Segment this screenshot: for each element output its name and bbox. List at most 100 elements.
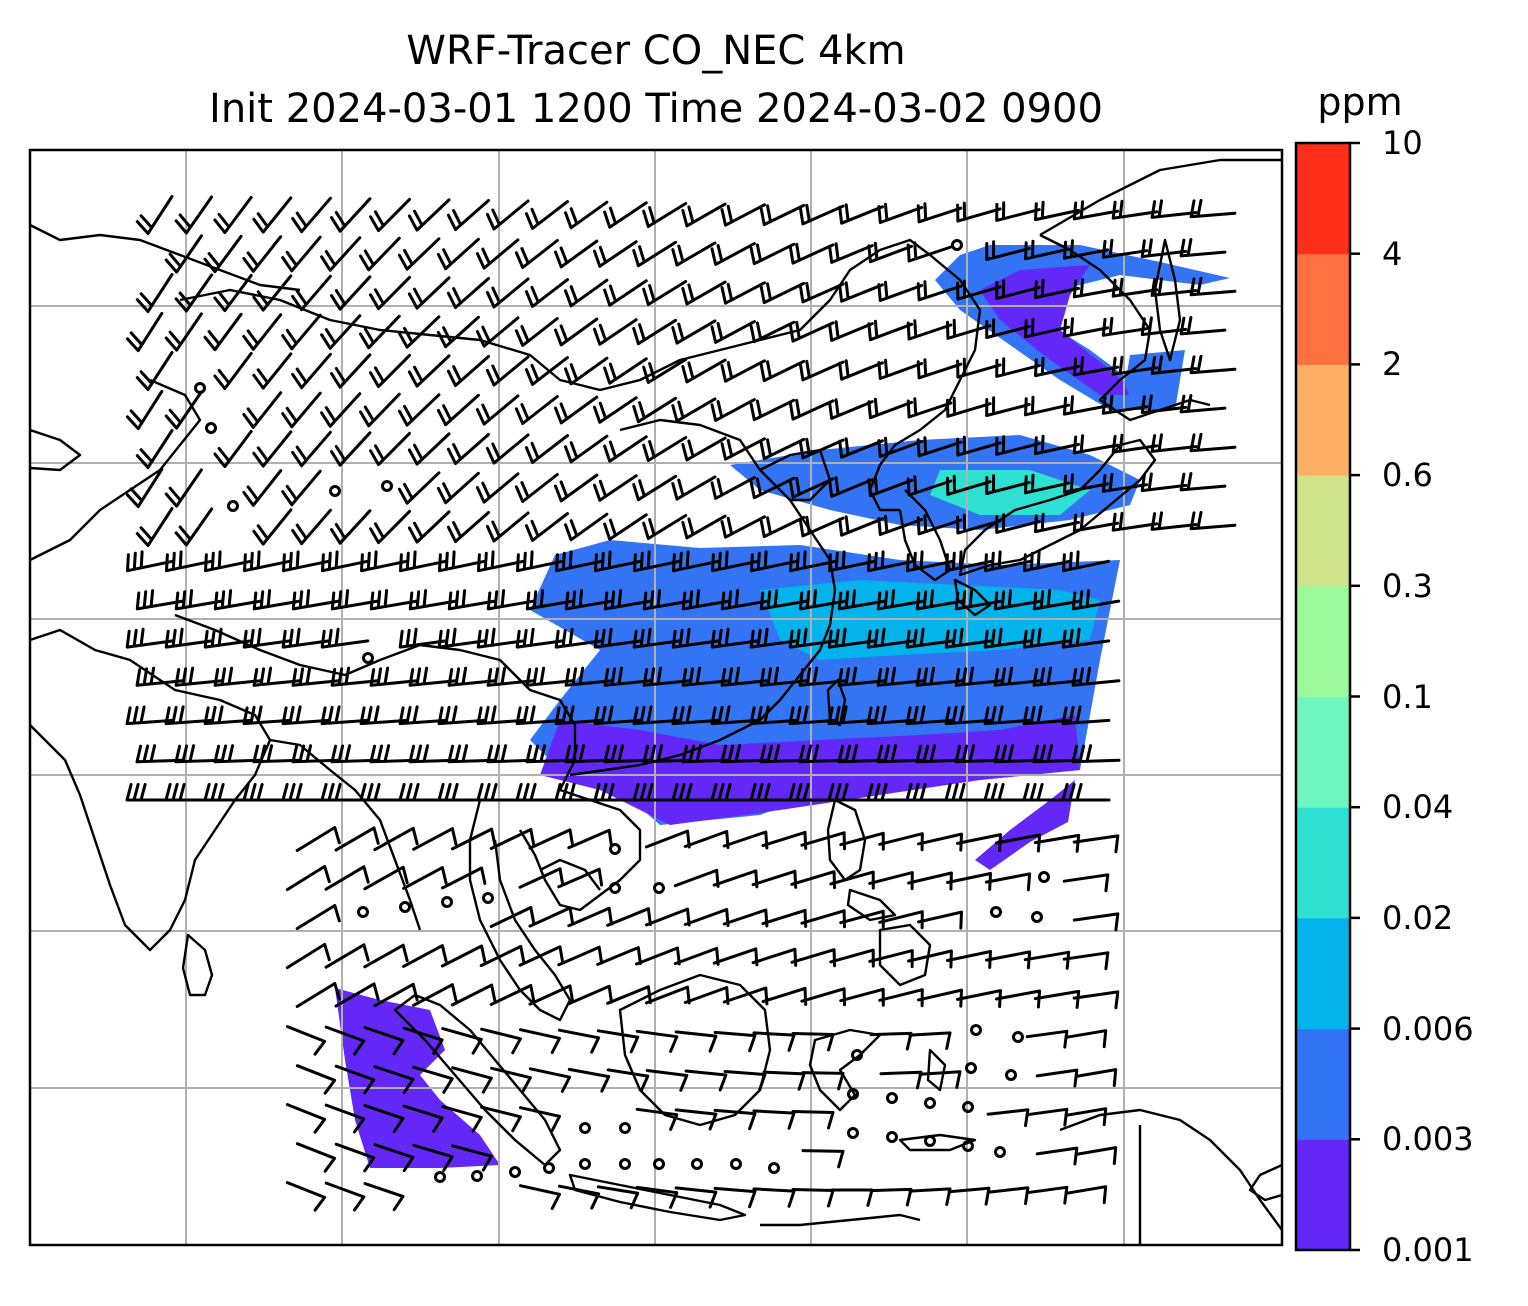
wind-barb bbox=[242, 705, 292, 726]
wind-barb bbox=[593, 627, 643, 649]
wind-barb bbox=[993, 744, 1043, 764]
wind-barb bbox=[829, 870, 875, 890]
wind-barb bbox=[632, 627, 682, 649]
wind-barb bbox=[125, 783, 175, 802]
wind-barb bbox=[291, 196, 332, 234]
colorbar-segment bbox=[1296, 1139, 1350, 1251]
wind-barb bbox=[1072, 356, 1120, 377]
wind-barb bbox=[1072, 990, 1120, 1010]
wind-barb bbox=[798, 744, 848, 764]
wind-barb bbox=[674, 1030, 718, 1053]
wind-barb bbox=[475, 316, 520, 348]
wind-barb bbox=[125, 467, 164, 509]
wind-barb bbox=[710, 627, 760, 649]
wind-barb bbox=[1179, 394, 1227, 414]
wind-barb bbox=[683, 908, 730, 927]
wind-barb bbox=[829, 948, 875, 968]
wind-barb bbox=[557, 945, 604, 967]
wind-barb bbox=[917, 988, 963, 1008]
wind-barb bbox=[446, 355, 490, 387]
wind-barb bbox=[252, 666, 302, 687]
wind-barb bbox=[749, 705, 799, 726]
wind-barb bbox=[827, 627, 877, 649]
wind-barb bbox=[632, 783, 682, 802]
wind-barb bbox=[285, 1181, 327, 1212]
wind-barb bbox=[412, 1143, 454, 1172]
wind-barb bbox=[944, 705, 994, 726]
wind-barb bbox=[213, 273, 253, 313]
wind-barb bbox=[868, 871, 914, 891]
wind-barb bbox=[916, 358, 963, 380]
wind-barb bbox=[242, 391, 283, 429]
wind-barb bbox=[1022, 627, 1072, 649]
calm-marker bbox=[847, 1088, 859, 1100]
wind-barb bbox=[828, 550, 876, 573]
wind-barb bbox=[363, 943, 409, 969]
wind-barb bbox=[750, 550, 798, 573]
wind-barb bbox=[1140, 472, 1188, 493]
calm-marker bbox=[329, 485, 341, 497]
wind-barb bbox=[252, 274, 293, 312]
calm-marker bbox=[441, 896, 453, 908]
coast-new-guinea bbox=[1059, 1108, 1282, 1231]
wind-barb bbox=[407, 198, 451, 232]
wind-barb bbox=[514, 395, 559, 425]
wind-barb bbox=[906, 550, 954, 573]
wind-barb bbox=[369, 353, 411, 389]
wind-barb bbox=[135, 744, 185, 764]
wind-barb bbox=[1062, 550, 1110, 573]
calm-marker bbox=[962, 1101, 974, 1113]
coast-indochina bbox=[459, 648, 642, 912]
wind-barb bbox=[1150, 277, 1198, 297]
calm-marker bbox=[962, 1140, 974, 1152]
wind-barb bbox=[633, 550, 681, 573]
wind-barb bbox=[1189, 432, 1237, 453]
wind-barb bbox=[515, 783, 565, 802]
wind-barb bbox=[490, 1066, 532, 1094]
wind-barb bbox=[790, 948, 836, 968]
wind-barb bbox=[683, 830, 730, 849]
wind-barb bbox=[877, 436, 924, 458]
wind-barb bbox=[373, 826, 419, 852]
wind-barb bbox=[320, 392, 362, 428]
coast-sri-lanka bbox=[181, 933, 214, 997]
wind-barb bbox=[684, 1069, 728, 1092]
wind-barb bbox=[281, 627, 331, 649]
wind-barb bbox=[1150, 199, 1198, 219]
wind-barb bbox=[869, 1187, 913, 1207]
wind-barb bbox=[164, 234, 203, 274]
wind-barb bbox=[995, 435, 1041, 456]
wind-barb bbox=[645, 985, 691, 1005]
calm-marker bbox=[471, 1170, 483, 1182]
wind-barb bbox=[635, 1107, 679, 1131]
calm-marker bbox=[847, 1127, 859, 1139]
calm-marker bbox=[691, 1158, 703, 1170]
coast-china-east bbox=[569, 418, 837, 777]
wind-barb bbox=[671, 475, 717, 501]
wind-barb bbox=[801, 1149, 845, 1169]
map-title-line2: Init 2024-03-01 1200 Time 2024-03-02 090… bbox=[209, 86, 1103, 132]
wind-barb bbox=[954, 589, 1004, 611]
wind-barb bbox=[1179, 316, 1227, 336]
wind-barb bbox=[905, 627, 955, 649]
colorbar-segment bbox=[1296, 696, 1350, 808]
wind-barb bbox=[983, 705, 1033, 726]
wind-barb bbox=[593, 396, 638, 424]
wind-barb bbox=[291, 508, 332, 546]
wind-barb bbox=[956, 357, 1002, 379]
wind-barb bbox=[1101, 394, 1149, 415]
coast-korea bbox=[898, 489, 952, 582]
wind-barb bbox=[713, 1108, 757, 1131]
wind-barb bbox=[995, 357, 1041, 378]
wind-barb bbox=[320, 783, 370, 802]
coast-bohai bbox=[759, 448, 832, 502]
colorbar-tick-label: 0.02 bbox=[1382, 898, 1454, 937]
wind-barb bbox=[866, 705, 916, 726]
wind-barb bbox=[1150, 511, 1198, 531]
wind-barb bbox=[519, 1184, 561, 1210]
wind-barb bbox=[984, 550, 1032, 573]
wind-barb bbox=[788, 783, 838, 802]
wind-barb bbox=[788, 476, 835, 499]
wind-barb bbox=[593, 783, 643, 802]
wind-barb bbox=[412, 827, 458, 851]
